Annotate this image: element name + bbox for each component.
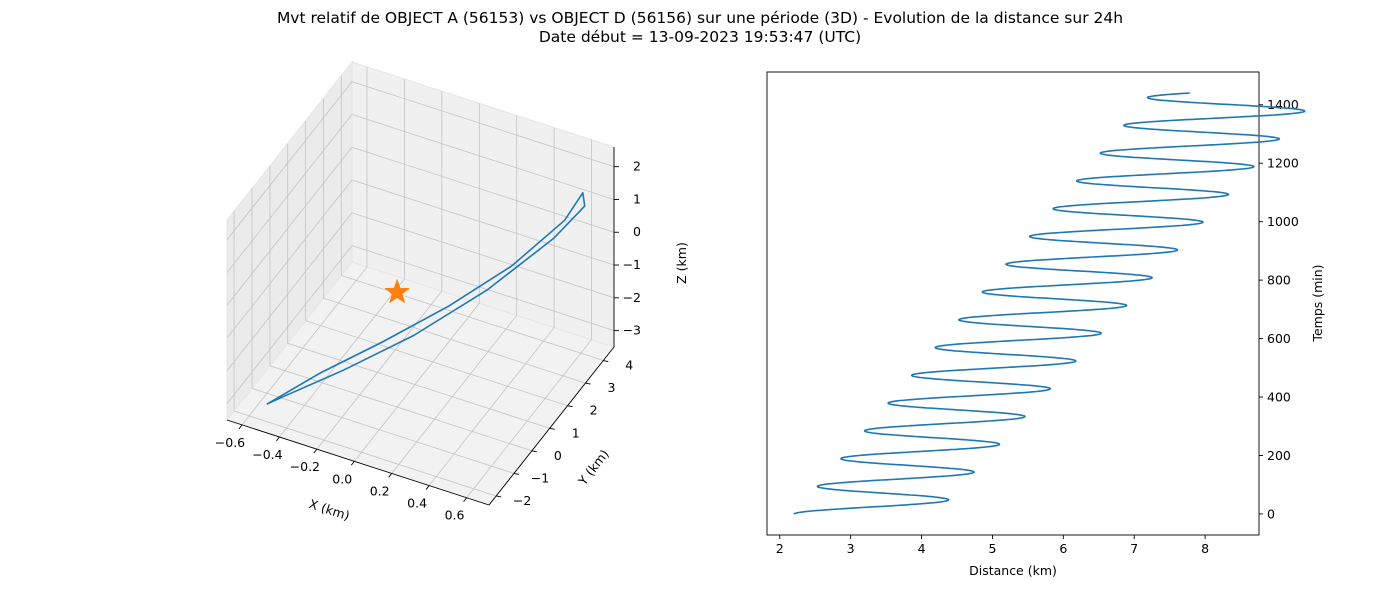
y-tick [531, 450, 537, 453]
figure-title: Mvt relatif de OBJECT A (56153) vs OBJEC… [0, 9, 1400, 47]
z-gridline [226, 179, 615, 339]
z-tick-label: 0 [633, 224, 641, 239]
y-tick [603, 360, 609, 362]
y-gridline [269, 165, 533, 452]
plot-frame [766, 71, 1260, 536]
x-gridline [466, 139, 592, 498]
y-tick-label: 4 [625, 358, 633, 373]
z-tick-label: −3 [623, 323, 641, 338]
x-tick-label: 6 [1059, 541, 1067, 556]
x-gridline [428, 127, 555, 486]
x-tick-label: 2 [776, 541, 784, 556]
y-tick [549, 427, 555, 430]
x-tick-label: 0.2 [370, 483, 390, 498]
z-gridline [226, 212, 615, 372]
y-tick-label: 800 [1267, 273, 1291, 288]
x-gridline [316, 91, 443, 450]
y-tick-label: 1 [572, 425, 580, 440]
x-tick-label: 8 [1201, 541, 1209, 556]
x-tick [463, 497, 467, 502]
y-gridline [322, 98, 586, 384]
figure-title-line2: Date début = 13-09-2023 19:53:47 (UTC) [538, 28, 862, 46]
y-tick [496, 495, 502, 498]
z-gridline [226, 81, 615, 240]
y-tick-label: 400 [1267, 390, 1291, 405]
y-tick-label: 0 [554, 448, 562, 463]
x-axis-label: X (km) [307, 496, 351, 523]
y-gridline [251, 188, 515, 474]
y-axis-line [488, 346, 615, 506]
z-tick-label: 2 [633, 159, 641, 174]
y-tick-label: 600 [1267, 331, 1291, 346]
x-tick-label: −0.2 [290, 459, 320, 474]
y-tick-label: 0 [1267, 506, 1275, 521]
z-gridline [226, 114, 615, 273]
x-tick-label: 4 [918, 541, 926, 556]
y-tick-label: −2 [513, 493, 531, 508]
distance-line [793, 92, 1306, 515]
x-tick-label: 0.0 [332, 471, 352, 486]
x-tick [388, 473, 393, 478]
x-tick-label: 0.4 [407, 496, 427, 511]
x-tick-label: 7 [1130, 541, 1138, 556]
x-axis-label: Distance (km) [969, 563, 1057, 578]
y-tick [513, 472, 520, 475]
y-gridline [233, 211, 497, 497]
x-gridline [279, 79, 405, 438]
x-tick-label: 0.6 [445, 508, 465, 523]
x-tick-label: 3 [847, 541, 855, 556]
y-axis-label: Y (km) [574, 447, 612, 489]
y-axis-label: Temps (min) [1310, 264, 1325, 342]
x-tick [350, 461, 355, 466]
y-tick-label: 2 [590, 403, 598, 418]
chart-distance-vs-time: 2 3 4 5 6 7 8 0 200 400 600 800 1000 1200 1400 Distance… [766, 71, 1325, 578]
x-tick-label: −0.6 [215, 435, 245, 450]
chart-3d-trajectory: −0.6−0.4−0.20.00.20.40.6−2−101234−3−2−10… [215, 60, 689, 523]
y-gridline [287, 143, 550, 429]
x-gridline [391, 115, 518, 474]
trajectory-line [266, 192, 586, 405]
z-tick-label: 1 [633, 191, 641, 206]
x-gridline [241, 66, 368, 426]
y-tick-label: 1400 [1267, 97, 1299, 112]
figure-title-line1: Mvt relatif de OBJECT A (56153) vs OBJEC… [276, 9, 1124, 27]
y-tick-label: 1000 [1267, 214, 1299, 229]
y-gridline [340, 75, 604, 361]
x-gridline [353, 103, 480, 462]
z-axis-label: Z (km) [674, 242, 689, 284]
x-axis-line [226, 419, 490, 506]
y-tick-label: 3 [607, 380, 615, 395]
x-tick-label: −0.4 [252, 447, 282, 462]
x-tick [425, 485, 430, 490]
z-gridline [226, 146, 615, 306]
y-tick-label: 1200 [1267, 156, 1299, 171]
z-tick-label: −2 [623, 290, 641, 305]
x-tick [276, 436, 280, 442]
x-tick [313, 448, 318, 454]
y-tick [585, 382, 591, 385]
y-gridline [305, 120, 568, 407]
y-tick-label: 200 [1267, 448, 1291, 463]
y-tick [567, 405, 573, 408]
origin-star-marker [384, 278, 411, 304]
z-tick-label: −1 [623, 257, 641, 272]
x-tick-label: 5 [988, 541, 996, 556]
x-tick [238, 424, 243, 430]
z-gridline [226, 245, 615, 404]
y-tick-label: −1 [531, 470, 549, 485]
